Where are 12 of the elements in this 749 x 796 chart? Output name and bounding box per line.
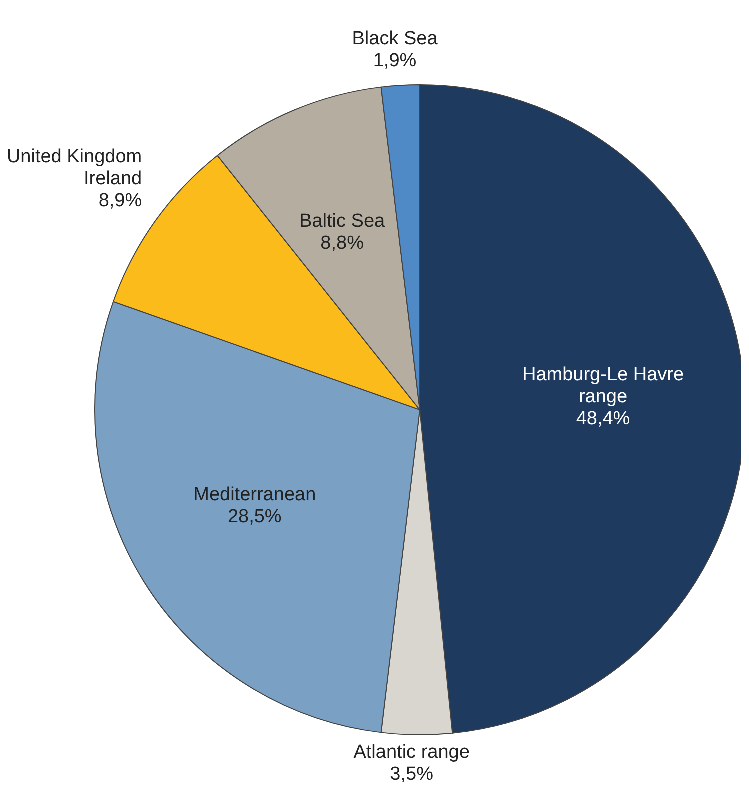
slice-label: Black Sea — [352, 28, 438, 50]
data-label: 8,9% — [98, 190, 142, 212]
slice-label: Mediterranean — [194, 484, 316, 506]
slice-label: Atlantic range — [354, 742, 470, 763]
data-label: 28,5% — [228, 506, 282, 528]
data-label: 8,8% — [320, 233, 364, 254]
data-label: 1,9% — [373, 50, 417, 72]
slice-label: United Kingdom Ireland — [6, 146, 142, 190]
data-label: 3,5% — [390, 764, 434, 785]
data-label: 48,4% — [576, 408, 630, 430]
slice-label: Hamburg-Le Havre range — [522, 364, 684, 408]
slice-label: Baltic Sea — [300, 211, 386, 232]
